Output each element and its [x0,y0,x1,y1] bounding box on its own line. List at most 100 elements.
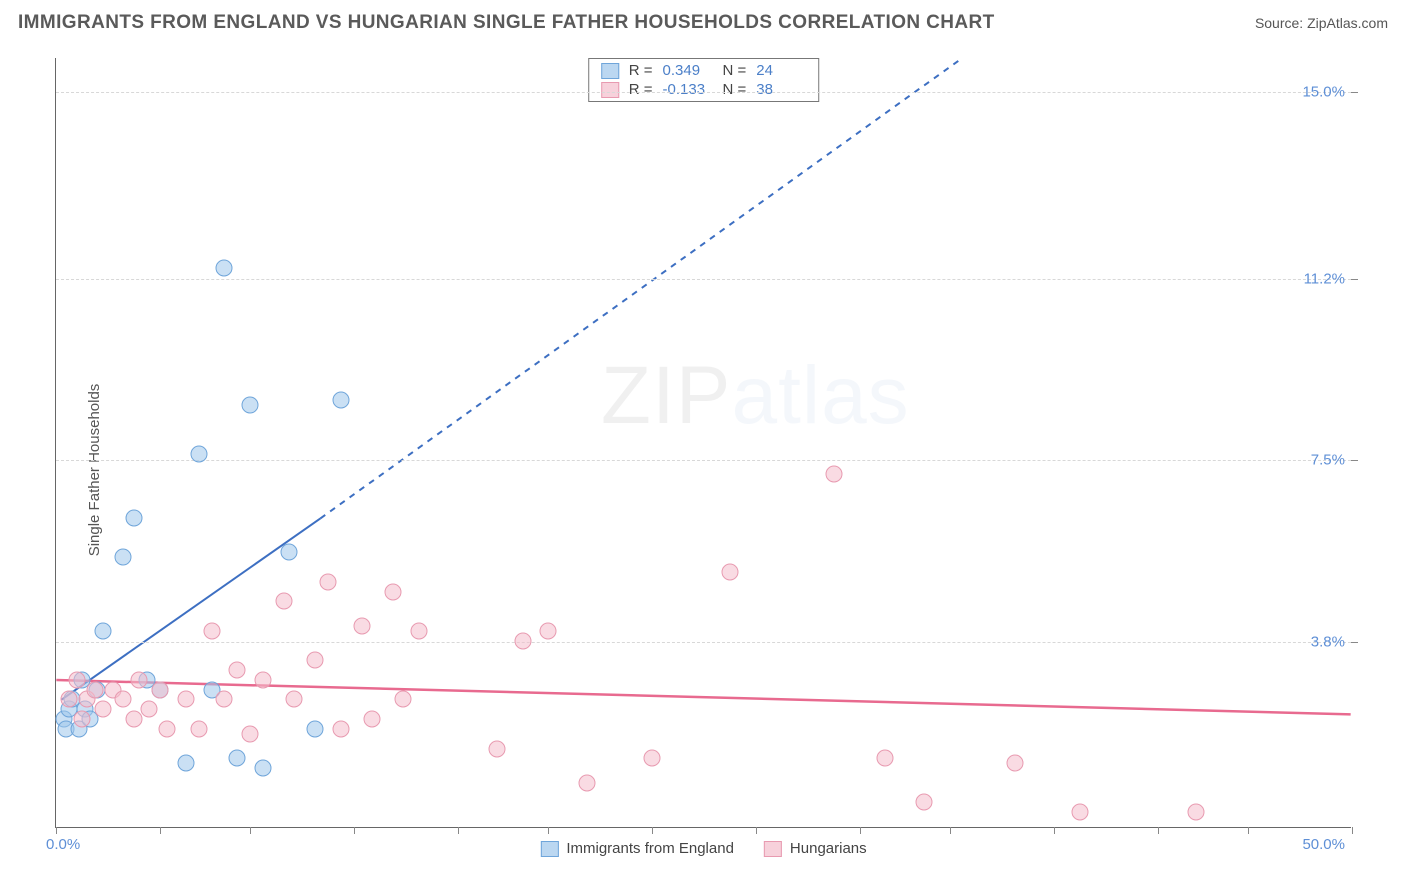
legend-item-pink: Hungarians [764,840,867,857]
n-value-blue: 24 [756,62,806,79]
x-tick [56,827,57,834]
watermark-light: atlas [731,350,909,441]
x-tick [1352,827,1353,834]
data-point-pink [514,632,531,649]
r-label: R = [629,81,653,98]
data-point-blue [281,544,298,561]
x-tick [354,827,355,834]
data-point-pink [825,465,842,482]
x-tick [950,827,951,834]
n-value-pink: 38 [756,81,806,98]
data-point-pink [1071,804,1088,821]
swatch-blue-icon [601,63,619,79]
data-point-pink [877,750,894,767]
data-point-blue [94,622,111,639]
data-point-pink [364,711,381,728]
data-point-pink [488,740,505,757]
n-label: N = [723,62,747,79]
data-point-blue [190,446,207,463]
data-point-pink [1007,755,1024,772]
data-point-blue [216,259,233,276]
x-tick [1158,827,1159,834]
x-tick [1054,827,1055,834]
y-tick-label: 15.0% [1302,84,1345,101]
data-point-pink [216,691,233,708]
trendline [320,58,962,518]
x-tick-min: 0.0% [46,836,80,853]
data-point-pink [203,622,220,639]
data-point-pink [579,774,596,791]
gridline [56,642,1351,643]
data-point-pink [320,573,337,590]
right-tick [1351,92,1358,93]
data-point-pink [286,691,303,708]
data-point-pink [151,681,168,698]
gridline [56,460,1351,461]
watermark: ZIPatlas [601,349,910,443]
data-point-pink [125,711,142,728]
data-point-pink [177,691,194,708]
r-value-pink: -0.133 [663,81,713,98]
data-point-blue [333,392,350,409]
stats-row-blue: R = 0.349 N = 24 [589,61,819,80]
data-point-pink [384,583,401,600]
x-tick [458,827,459,834]
legend-label: Hungarians [790,840,867,857]
data-point-blue [255,760,272,777]
trendlines-svg [56,58,1351,827]
data-point-pink [307,652,324,669]
y-tick-label: 7.5% [1311,452,1345,469]
data-point-pink [353,617,370,634]
data-point-pink [242,725,259,742]
right-tick [1351,642,1358,643]
data-point-pink [644,750,661,767]
x-tick-max: 50.0% [1302,836,1345,853]
data-point-blue [177,755,194,772]
data-point-pink [540,622,557,639]
data-point-pink [916,794,933,811]
chart-title: IMMIGRANTS FROM ENGLAND VS HUNGARIAN SIN… [18,12,995,34]
data-point-blue [242,397,259,414]
watermark-bold: ZIP [601,350,732,441]
right-tick [1351,279,1358,280]
plot-area: ZIPatlas R = 0.349 N = 24 R = -0.133 N =… [55,58,1351,828]
data-point-pink [395,691,412,708]
x-tick [1248,827,1249,834]
data-point-pink [721,563,738,580]
data-point-pink [73,711,90,728]
r-value-blue: 0.349 [663,62,713,79]
data-point-pink [86,681,103,698]
swatch-pink-icon [764,841,782,857]
source-credit: Source: ZipAtlas.com [1255,15,1388,31]
data-point-pink [229,662,246,679]
x-tick [652,827,653,834]
legend-label: Immigrants from England [566,840,734,857]
data-point-pink [276,593,293,610]
data-point-pink [60,691,77,708]
gridline [56,279,1351,280]
data-point-blue [115,549,132,566]
data-point-blue [307,720,324,737]
bottom-legend: Immigrants from England Hungarians [540,840,866,857]
y-tick-label: 3.8% [1311,633,1345,650]
legend-item-blue: Immigrants from England [540,840,734,857]
data-point-pink [141,701,158,718]
data-point-pink [190,720,207,737]
data-point-pink [333,720,350,737]
data-point-pink [115,691,132,708]
data-point-pink [410,622,427,639]
stats-row-pink: R = -0.133 N = 38 [589,80,819,99]
swatch-pink-icon [601,82,619,98]
data-point-pink [68,671,85,688]
data-point-pink [159,720,176,737]
n-label: N = [723,81,747,98]
r-label: R = [629,62,653,79]
x-tick [756,827,757,834]
swatch-blue-icon [540,841,558,857]
data-point-pink [130,671,147,688]
right-tick [1351,460,1358,461]
data-point-blue [229,750,246,767]
chart-container: Single Father Households ZIPatlas R = 0.… [0,48,1406,892]
x-tick [160,827,161,834]
data-point-pink [94,701,111,718]
